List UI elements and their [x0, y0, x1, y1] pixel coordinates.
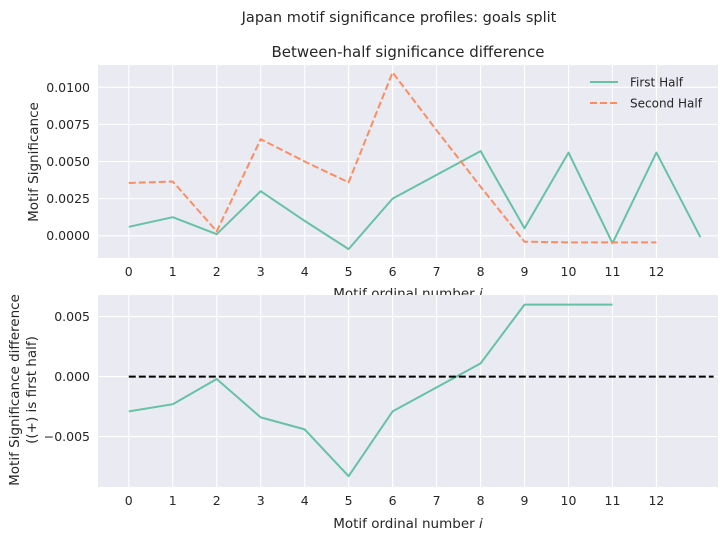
- bottom-x-tick-label: 1: [169, 493, 177, 508]
- top-x-tick-label: 12: [648, 264, 664, 279]
- top-chart-title: Between-half significance difference: [271, 43, 544, 61]
- bottom-x-tick-label: 10: [561, 493, 577, 508]
- top-y-tick-label: 0.0025: [46, 191, 90, 206]
- top-x-tick-label: 10: [561, 264, 577, 279]
- top-subplot: Between-half significance difference Mot…: [26, 43, 718, 302]
- figure-suptitle: Japan motif significance profiles: goals…: [241, 10, 557, 26]
- bottom-x-tick-label: 12: [648, 493, 664, 508]
- bottom-subplot: Motif Significance difference ((+) is fi…: [7, 294, 718, 532]
- bottom-plot-background: [98, 295, 718, 487]
- bottom-x-tick-label: 4: [301, 493, 309, 508]
- bottom-x-axis-label-text: Motif ordinal number: [333, 516, 479, 532]
- top-y-axis-label: Motif Significance: [26, 102, 42, 222]
- bottom-y-tick-label: 0.005: [54, 309, 90, 324]
- legend-second-half-label: Second Half: [630, 97, 703, 111]
- bottom-x-tick-label: 7: [433, 493, 441, 508]
- top-first-half-line: [128, 150, 702, 251]
- bottom-x-tick-label: 9: [521, 493, 529, 508]
- bottom-x-tick-label: 5: [345, 493, 353, 508]
- top-x-tick-label: 3: [257, 264, 265, 279]
- top-x-tick-label: 2: [213, 264, 221, 279]
- bottom-plot-layer: 0 1 2 3 4 5 6 7 8 9 10 11 12−0.0050.0000.005: [44, 295, 718, 508]
- bottom-x-tick-label: 11: [605, 493, 621, 508]
- top-x-tick-label: 7: [433, 264, 441, 279]
- top-plot-layer: 0 1 2 3 4 5 6 7 8 9 10 11 120.00000.00250.00500.0075…: [46, 65, 718, 279]
- top-x-tick-label: 5: [345, 264, 353, 279]
- bottom-x-axis-label-italic: i: [479, 516, 483, 532]
- bottom-y-tick-label: 0.000: [54, 369, 90, 384]
- top-x-tick-label: 1: [169, 264, 177, 279]
- top-y-tick-label: 0.0100: [46, 80, 90, 95]
- bottom-x-tick-label: 2: [213, 493, 221, 508]
- bottom-y-axis-label: Motif Significance difference: [7, 294, 23, 486]
- bottom-x-axis-label: Motif ordinal number i: [333, 516, 483, 532]
- bottom-series-0-line: [128, 303, 613, 478]
- top-y-tick-label: 0.0050: [46, 154, 90, 169]
- bottom-y-tick-label: −0.005: [44, 429, 90, 444]
- top-x-axis-label-italic: i: [479, 286, 483, 302]
- bottom-x-tick-label: 8: [477, 493, 485, 508]
- top-x-tick-label: 6: [389, 264, 397, 279]
- top-x-tick-label: 0: [125, 264, 133, 279]
- bottom-y-axis-label-line2: ((+) is first half): [24, 336, 40, 444]
- legend-first-half-label: First Half: [630, 76, 684, 90]
- top-x-tick-label: 8: [477, 264, 485, 279]
- bottom-x-tick-label: 0: [125, 493, 133, 508]
- top-x-tick-label: 9: [521, 264, 529, 279]
- bottom-x-tick-label: 6: [389, 493, 397, 508]
- top-x-tick-label: 11: [605, 264, 621, 279]
- top-y-tick-label: 0.0000: [46, 228, 90, 243]
- top-y-tick-label: 0.0075: [46, 117, 90, 132]
- top-x-tick-label: 4: [301, 264, 309, 279]
- bottom-x-tick-label: 3: [257, 493, 265, 508]
- top-second-half-line: [128, 71, 657, 244]
